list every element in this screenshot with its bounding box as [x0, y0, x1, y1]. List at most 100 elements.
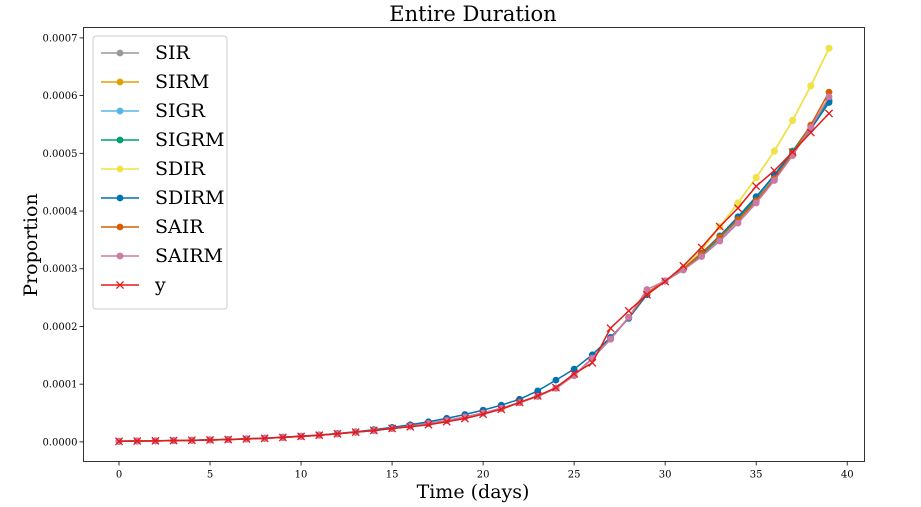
data-point-y-32 — [697, 243, 706, 252]
data-point-y-1 — [133, 436, 142, 446]
legend-item-sigrm: SIGRM — [101, 129, 224, 151]
data-point-sairm-36 — [770, 177, 778, 184]
legend-marker-sir — [116, 49, 124, 57]
legend-item-sairm: SAIRM — [101, 245, 223, 267]
data-point-y-20 — [479, 410, 488, 419]
data-point-sdir-39 — [825, 44, 833, 52]
legend-label-sdirm: SDIRM — [155, 187, 225, 209]
data-point-sairm-17 — [425, 420, 432, 427]
data-point-y-10 — [296, 432, 306, 441]
data-point-y-21 — [497, 405, 506, 414]
data-point-sairm-18 — [443, 417, 451, 424]
data-point-y-16 — [406, 422, 415, 431]
data-point-sdir-34 — [734, 199, 742, 207]
data-point-sdir-35 — [752, 174, 760, 181]
legend-label-sigrm: SIGRM — [155, 129, 224, 151]
data-point-sairm-35 — [752, 199, 760, 207]
x-tick-label-20: 20 — [477, 470, 490, 481]
data-point-y-18 — [442, 417, 451, 426]
data-point-sairm-28 — [625, 313, 633, 321]
legend-item-y: y — [101, 274, 166, 296]
y-tick-label-5: 0.0005 — [43, 149, 78, 160]
data-point-y-5 — [205, 435, 215, 445]
data-point-y-25 — [570, 369, 579, 378]
data-point-y-36 — [770, 166, 779, 175]
data-point-y-11 — [315, 431, 324, 440]
data-point-y-7 — [242, 434, 251, 444]
data-point-sdirm-24 — [552, 376, 560, 384]
data-point-sairm-38 — [807, 123, 815, 131]
data-point-y-31 — [679, 261, 688, 270]
data-point-y-6 — [224, 435, 233, 444]
data-point-y-8 — [260, 434, 269, 443]
data-point-y-29 — [642, 290, 652, 299]
x-axis: 0 5 10 15 20 25 30 35 40 — [116, 461, 854, 481]
series-y — [114, 109, 834, 446]
data-point-y-15 — [388, 424, 397, 433]
legend-item-sair: SAIR — [101, 216, 204, 238]
legend-box — [92, 35, 228, 310]
data-point-sairm-33 — [716, 237, 724, 245]
data-point-sairm-39 — [825, 93, 833, 101]
data-point-y-35 — [752, 182, 761, 191]
data-point-y-24 — [551, 383, 560, 392]
data-point-sdirm-23 — [534, 387, 542, 395]
y-tick-label-4: 0.0004 — [43, 207, 78, 218]
x-tick-label-25: 25 — [568, 470, 581, 481]
data-point-y-34 — [733, 204, 743, 213]
data-point-y-17 — [424, 420, 433, 429]
data-point-sdir-37 — [789, 117, 796, 124]
legend-item-sigr: SIGR — [101, 100, 206, 122]
x-tick-label-15: 15 — [386, 470, 399, 481]
y-tick-label-0: 0.0000 — [43, 437, 78, 448]
data-point-sairm-29 — [643, 286, 651, 293]
x-tick-label-35: 35 — [750, 470, 763, 481]
data-point-y-27 — [606, 324, 615, 333]
data-point-y-33 — [715, 222, 724, 231]
y-tick-label-3: 0.0003 — [43, 264, 78, 275]
legend-label-sdir: SDIR — [155, 158, 206, 180]
legend-label-sairm: SAIRM — [155, 245, 223, 267]
legend-label-y: y — [154, 274, 166, 296]
data-point-y-3 — [169, 436, 178, 445]
data-point-y-12 — [333, 429, 342, 438]
data-point-sairm-34 — [734, 219, 742, 227]
x-tick-label-10: 10 — [295, 470, 308, 481]
x-tick-label-0: 0 — [116, 470, 122, 481]
data-point-y-9 — [278, 433, 287, 442]
data-point-y-14 — [369, 426, 378, 435]
legend-marker-sigr — [116, 107, 124, 115]
y-tick-label-2: 0.0002 — [43, 322, 78, 333]
plot-lines — [114, 44, 834, 446]
legend-marker-sairm — [116, 252, 124, 260]
data-point-sdir-38 — [807, 82, 815, 90]
x-tick-label-40: 40 — [841, 470, 854, 481]
data-point-y-30 — [661, 277, 670, 286]
y-axis-label: Proportion — [20, 193, 42, 296]
legend-item-sirm: SIRM — [101, 71, 209, 93]
y-tick-label-6: 0.0006 — [43, 91, 78, 102]
data-point-y-37 — [788, 148, 797, 157]
x-tick-label-5: 5 — [207, 470, 213, 481]
legend: SIR SIRM SIGR SIGRM SDIR SDIRM SAIR SAIRM y — [92, 35, 228, 310]
legend-marker-sdir — [116, 165, 124, 173]
data-point-y-13 — [351, 428, 360, 437]
legend-marker-sigrm — [116, 136, 124, 144]
data-point-y-38 — [806, 128, 815, 137]
data-point-sairm-32 — [698, 253, 705, 261]
data-point-y-2 — [151, 436, 160, 445]
data-point-y-4 — [187, 436, 196, 445]
legend-marker-sirm — [116, 78, 124, 86]
data-point-y-19 — [460, 414, 469, 423]
legend-marker-sdirm — [116, 194, 124, 202]
x-axis-label: Time (days) — [417, 481, 530, 503]
data-point-y-22 — [515, 398, 524, 407]
data-point-y-28 — [624, 306, 633, 315]
legend-item-sdirm: SDIRM — [101, 187, 225, 209]
legend-label-sirm: SIRM — [155, 71, 209, 93]
legend-item-sdir: SDIR — [101, 158, 206, 180]
data-point-y-26 — [588, 358, 597, 367]
y-axis: 0.0000 0.0001 0.0002 0.0003 0.0004 0.0005 0.00… — [43, 33, 84, 448]
data-point-sairm-27 — [607, 335, 614, 343]
